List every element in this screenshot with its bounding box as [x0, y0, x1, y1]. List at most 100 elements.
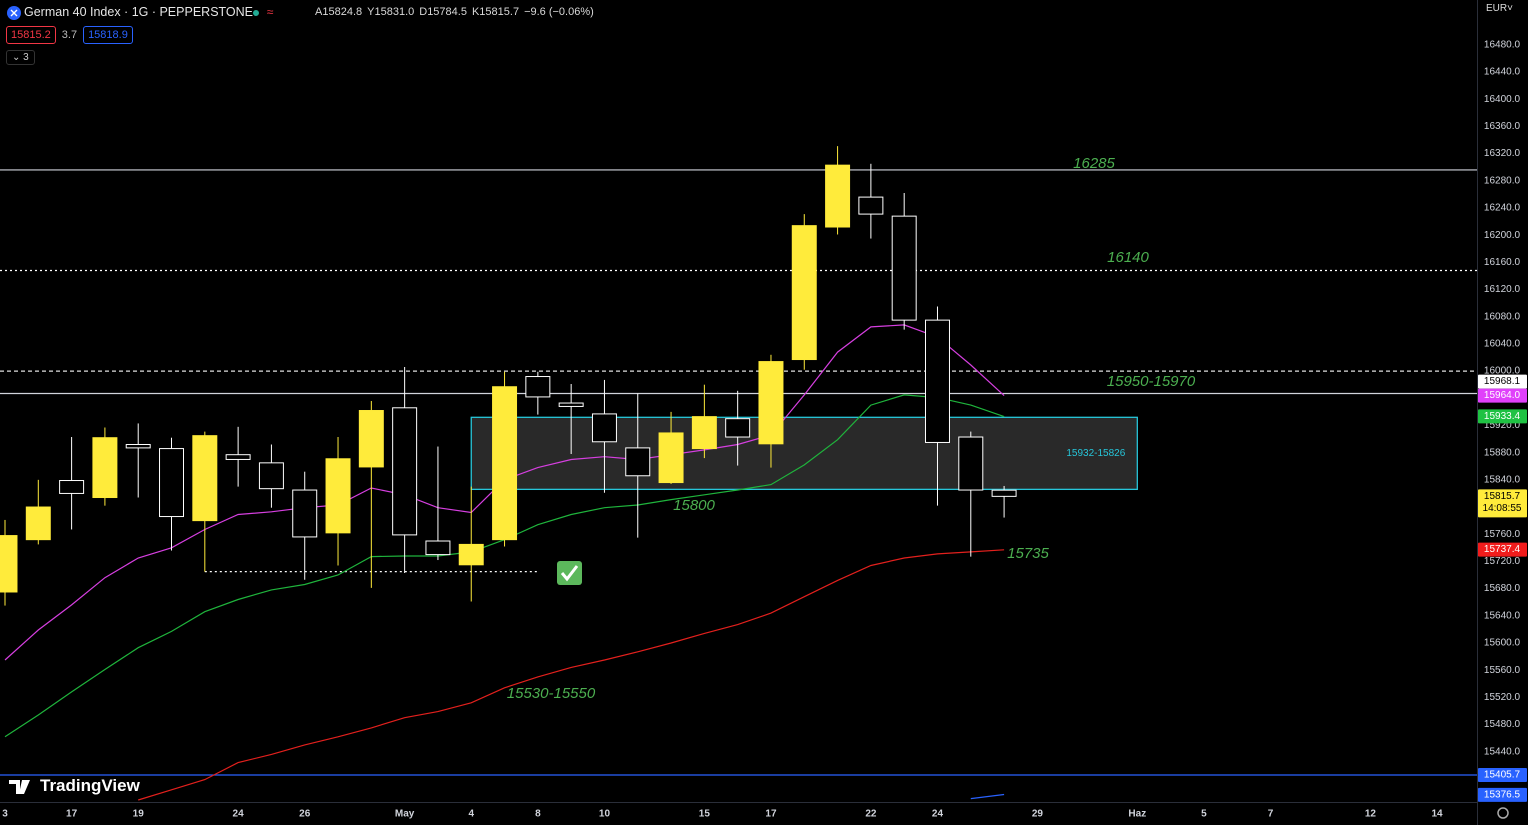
- y-tick-label: 15440.0: [1484, 746, 1521, 757]
- price-label: 15376.5: [1484, 790, 1521, 801]
- candle-body: [0, 535, 18, 593]
- y-tick-label: 16280.0: [1484, 175, 1521, 186]
- buy-button[interactable]: 15818.9: [83, 26, 133, 44]
- y-tick-label: 16120.0: [1484, 284, 1521, 295]
- annotation: 15735: [1007, 545, 1049, 562]
- y-tick-label: 16480.0: [1484, 39, 1521, 50]
- annotation: 15950-15970: [1107, 373, 1196, 390]
- price-label-box: [1478, 768, 1527, 783]
- spread: 3.7: [61, 29, 78, 41]
- ohlc-high: Y15831.0: [367, 6, 415, 18]
- x-tick-label: 7: [1268, 809, 1274, 820]
- y-tick-label: 16000.0: [1484, 366, 1521, 377]
- y-tick-label: 16160.0: [1484, 257, 1521, 268]
- price-label: 15964.0: [1484, 390, 1521, 401]
- candle-body: [558, 402, 584, 407]
- candle-body: [791, 225, 817, 361]
- candle-body: [625, 447, 651, 477]
- ohlc-low: D15784.5: [419, 6, 467, 18]
- data-status[interactable]: ≈: [267, 5, 274, 19]
- brand-logo[interactable]: [9, 780, 30, 794]
- x-tick-label: 15: [699, 809, 711, 820]
- x-tick-label: Haz: [1128, 809, 1146, 820]
- x-tick-label: May: [395, 809, 415, 820]
- candle-body: [658, 432, 684, 484]
- candle-body: [25, 506, 51, 541]
- y-tick-label: 15520.0: [1484, 692, 1521, 703]
- candle-body: [691, 416, 717, 450]
- market-status[interactable]: [253, 10, 259, 16]
- x-tick-label: 17: [765, 809, 777, 820]
- zone-label: 15932-15826: [1066, 448, 1125, 459]
- y-tick-label: 15600.0: [1484, 638, 1521, 649]
- sell-button[interactable]: 15815.2: [6, 26, 56, 44]
- y-tick-label: 15680.0: [1484, 583, 1521, 594]
- x-tick-label: 24: [932, 809, 944, 820]
- y-tick-label: 16400.0: [1484, 94, 1521, 105]
- bar-countdown: 14:08:55: [1483, 503, 1522, 514]
- candle-body: [458, 543, 484, 566]
- candle-body: [958, 436, 984, 491]
- x-tick-label: 8: [535, 809, 541, 820]
- brand[interactable]: TradingView: [40, 776, 140, 795]
- price-label: 15405.7: [1484, 770, 1521, 781]
- candle-body: [358, 410, 384, 468]
- price-label-box: [1478, 374, 1527, 389]
- settings-icon[interactable]: [1497, 807, 1509, 819]
- ohlc-change: −9.6 (−0.06%): [524, 6, 594, 18]
- x-tick-label: 19: [133, 809, 145, 820]
- symbol-title[interactable]: German 40 Index · 1G · PEPPERSTONE: [24, 5, 254, 19]
- candle-body: [225, 454, 251, 460]
- candle-body: [858, 196, 884, 215]
- candle-body: [492, 386, 518, 541]
- y-tick-label: 16360.0: [1484, 121, 1521, 132]
- candle-body: [725, 418, 751, 438]
- annotation: 16140: [1107, 249, 1149, 266]
- candle-body: [125, 443, 151, 449]
- y-tick-label: 15480.0: [1484, 719, 1521, 730]
- axes: 15440.0 15480.0 15520.0 15560.0 15600.0 15640…: [2, 39, 1527, 820]
- price-label: 15933.4: [1484, 411, 1521, 422]
- x-tick-label: 24: [233, 809, 245, 820]
- y-tick-label: 16080.0: [1484, 311, 1521, 322]
- price-label-box: [1478, 542, 1527, 557]
- candle-body: [192, 435, 218, 522]
- symbol-icon-mark: [10, 9, 18, 17]
- y-tick-label: 15720.0: [1484, 556, 1521, 567]
- y-tick-label: 15760.0: [1484, 529, 1521, 540]
- candle-body: [159, 448, 185, 518]
- candle-body: [92, 437, 118, 499]
- y-tick-label: 16240.0: [1484, 203, 1521, 214]
- ohlc-open: A15824.8: [315, 6, 363, 18]
- x-tick-label: 14: [1431, 809, 1443, 820]
- candle-body: [59, 480, 85, 494]
- candle-body: [991, 489, 1017, 497]
- indicators-toggle[interactable]: ⌄ 3: [6, 50, 35, 65]
- x-tick-label: 17: [66, 809, 78, 820]
- moving-average: [970, 793, 1005, 800]
- candle-body: [891, 215, 917, 321]
- annotation: 15800: [673, 497, 715, 514]
- x-tick-label: 12: [1365, 809, 1377, 820]
- plot-area: 15932-15826 16285 16140 15950-15970 15800 157…: [0, 146, 1477, 801]
- checkmark-badge: [557, 561, 582, 585]
- price-label: 15815.7: [1484, 491, 1521, 502]
- moving-average: [138, 549, 1005, 801]
- candle-body: [825, 164, 851, 228]
- candle-body: [392, 407, 418, 536]
- trade-buttons: 15815.2 3.7 15818.9: [6, 26, 133, 44]
- price-label: 15737.4: [1484, 544, 1521, 555]
- y-tick-label: 16040.0: [1484, 339, 1521, 350]
- zone: [470, 416, 1138, 491]
- x-tick-label: 3: [2, 809, 8, 820]
- candle-body: [292, 489, 318, 538]
- currency-selector[interactable]: EUR˅: [1486, 3, 1513, 14]
- currency: EUR: [1486, 3, 1508, 14]
- candle-body: [525, 376, 551, 398]
- ohlc-close: K15815.7: [471, 6, 520, 18]
- price-label-box: [1478, 409, 1527, 424]
- y-tick-label: 15920.0: [1484, 420, 1521, 431]
- candle-body: [758, 361, 784, 445]
- y-tick-label: 16440.0: [1484, 67, 1521, 78]
